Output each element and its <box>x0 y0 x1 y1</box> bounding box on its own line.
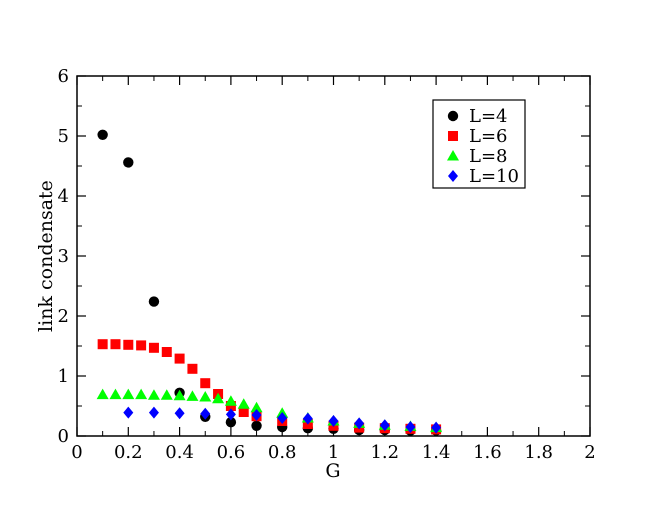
data-point <box>174 407 185 420</box>
data-point <box>148 342 159 353</box>
data-point <box>123 157 134 168</box>
x-tick-label: 0.4 <box>165 442 194 463</box>
data-point <box>238 407 249 417</box>
data-point <box>186 390 199 401</box>
x-tick-label: 1.8 <box>524 442 553 463</box>
data-point <box>405 421 416 433</box>
data-point <box>354 417 365 430</box>
axis-ticks <box>76 75 591 437</box>
data-point <box>199 391 212 402</box>
data-point <box>174 353 185 364</box>
x-tick-label: 1 <box>328 442 339 463</box>
legend: L=4L=6L=8L=10 <box>432 99 526 189</box>
legend-marker <box>448 170 458 182</box>
data-point <box>250 401 263 413</box>
data-point <box>123 339 134 350</box>
data-point <box>109 388 122 400</box>
x-tick-label: 0.8 <box>268 442 297 463</box>
data-point <box>97 339 108 350</box>
legend-label: L=10 <box>469 166 519 187</box>
x-tick-label: 1.6 <box>473 442 502 463</box>
data-point <box>147 389 160 400</box>
data-point <box>225 401 236 411</box>
y-tick-label: 4 <box>58 186 69 207</box>
data-point <box>122 388 135 400</box>
data-point <box>224 395 237 406</box>
series-L=10 <box>123 406 442 434</box>
data-point <box>123 406 134 419</box>
data-point <box>225 408 236 421</box>
legend-label: L=8 <box>469 146 508 167</box>
data-point <box>200 378 211 389</box>
data-point <box>200 407 211 420</box>
data-point <box>97 129 108 140</box>
series-L=8 <box>96 388 443 433</box>
data-point <box>148 296 160 307</box>
data-point <box>136 340 147 351</box>
data-point <box>148 406 159 419</box>
data-point <box>431 421 442 434</box>
data-point <box>277 412 288 424</box>
data-point <box>161 347 172 357</box>
y-tick-label: 6 <box>58 66 69 87</box>
y-tick-label: 3 <box>58 246 69 267</box>
legend-marker <box>447 150 459 161</box>
x-tick-label: 0.2 <box>114 442 143 463</box>
data-point <box>251 420 262 431</box>
y-tick-label: 1 <box>58 366 69 387</box>
data-point <box>96 388 109 400</box>
x-tick-label: 0 <box>71 442 82 463</box>
x-tick-label: 2 <box>584 442 595 463</box>
data-point <box>187 363 198 374</box>
legend-label: L=4 <box>469 106 508 127</box>
x-tick-label: 1.2 <box>370 442 399 463</box>
data-point <box>135 388 148 400</box>
data-point <box>328 415 339 427</box>
data-point <box>237 398 250 409</box>
data-point <box>212 392 225 404</box>
y-tick-label: 0 <box>58 426 69 447</box>
series-L=6 <box>97 339 442 435</box>
legend-marker <box>448 131 458 141</box>
x-tick-label: 1.4 <box>422 442 451 463</box>
data-point <box>160 389 173 400</box>
legend-label: L=6 <box>469 126 508 147</box>
y-tick-label: 5 <box>58 126 69 147</box>
data-point <box>251 409 262 421</box>
data-point <box>225 417 237 428</box>
x-tick-label: 0.6 <box>217 442 246 463</box>
data-series <box>96 129 443 436</box>
data-point <box>379 419 390 432</box>
y-axis-title: link condensate <box>35 180 57 332</box>
x-axis-title: G <box>325 460 340 482</box>
data-point <box>302 412 313 425</box>
legend-box <box>432 99 526 189</box>
series-L=4 <box>97 129 442 436</box>
y-tick-label: 2 <box>58 306 69 327</box>
data-point <box>110 339 121 350</box>
tick-labels: 0 0.2 0.4 0.6 0.8 1 1.2 1.4 1.6 1.8 2 0 1 2 3 4 5 6 <box>58 66 596 463</box>
data-point <box>173 389 186 401</box>
legend-marker <box>447 110 459 122</box>
